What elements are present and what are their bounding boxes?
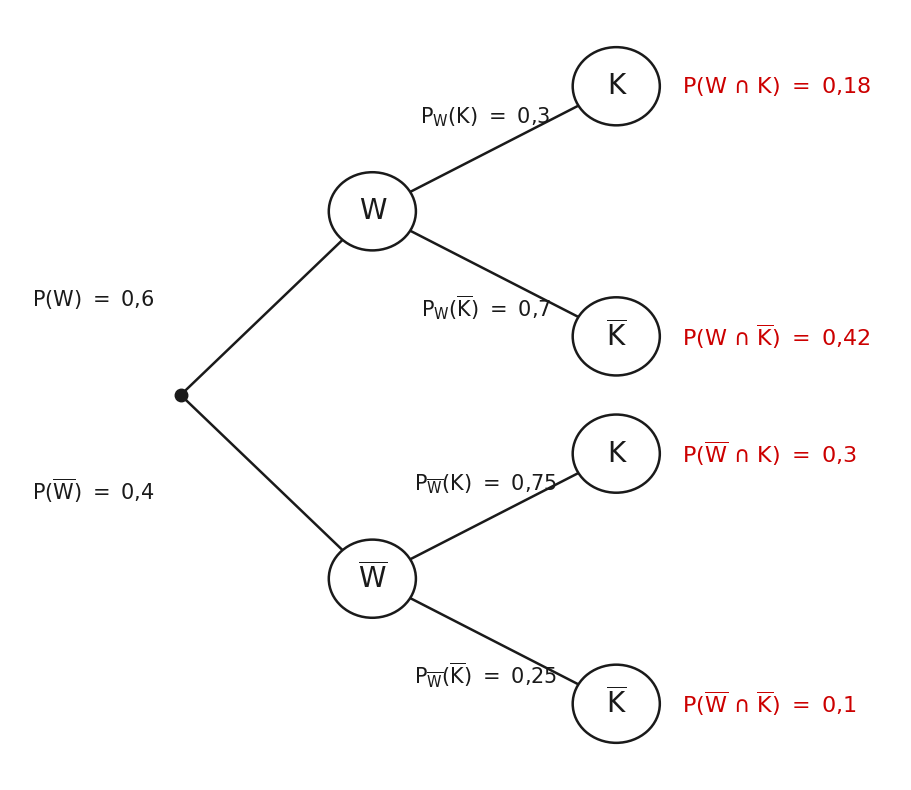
Text: K: K xyxy=(607,72,625,100)
Text: P$_{\overline{\mathrm{W}}}$(K) $=$ 0,75: P$_{\overline{\mathrm{W}}}$(K) $=$ 0,75 xyxy=(414,472,557,497)
Text: P$_\mathrm{W}$($\overline{\mathrm{K}}$) $=$ 0,7: P$_\mathrm{W}$($\overline{\mathrm{K}}$) … xyxy=(420,293,550,322)
Text: $\overline{\mathrm{K}}$: $\overline{\mathrm{K}}$ xyxy=(605,321,626,352)
Text: K: K xyxy=(607,439,625,468)
Text: P($\overline{\mathrm{W}}$ $\cap$ $\overline{\mathrm{K}}$) $=$ 0,1: P($\overline{\mathrm{W}}$ $\cap$ $\overl… xyxy=(681,690,855,718)
Circle shape xyxy=(572,47,659,126)
Circle shape xyxy=(572,664,659,743)
Text: P$_\mathrm{W}$(K) $=$ 0,3: P$_\mathrm{W}$(K) $=$ 0,3 xyxy=(420,106,550,130)
Circle shape xyxy=(572,415,659,493)
Text: P($\overline{\mathrm{W}}$) $=$ 0,4: P($\overline{\mathrm{W}}$) $=$ 0,4 xyxy=(32,476,154,505)
Text: P(W) $=$ 0,6: P(W) $=$ 0,6 xyxy=(32,288,154,310)
Circle shape xyxy=(329,540,415,618)
Text: P$_{\overline{\mathrm{W}}}$($\overline{\mathrm{K}}$) $=$ 0,25: P$_{\overline{\mathrm{W}}}$($\overline{\… xyxy=(414,660,557,690)
Text: $\overline{\mathrm{W}}$: $\overline{\mathrm{W}}$ xyxy=(357,563,386,595)
Text: W: W xyxy=(358,198,385,225)
Text: P(W $\cap$ K) $=$ 0,18: P(W $\cap$ K) $=$ 0,18 xyxy=(681,75,870,98)
Text: $\overline{\mathrm{K}}$: $\overline{\mathrm{K}}$ xyxy=(605,688,626,720)
Text: P(W $\cap$ $\overline{\mathrm{K}}$) $=$ 0,42: P(W $\cap$ $\overline{\mathrm{K}}$) $=$ … xyxy=(681,322,869,351)
Circle shape xyxy=(572,297,659,375)
Text: P($\overline{\mathrm{W}}$ $\cap$ K) $=$ 0,3: P($\overline{\mathrm{W}}$ $\cap$ K) $=$ … xyxy=(681,439,855,468)
Circle shape xyxy=(329,172,415,250)
